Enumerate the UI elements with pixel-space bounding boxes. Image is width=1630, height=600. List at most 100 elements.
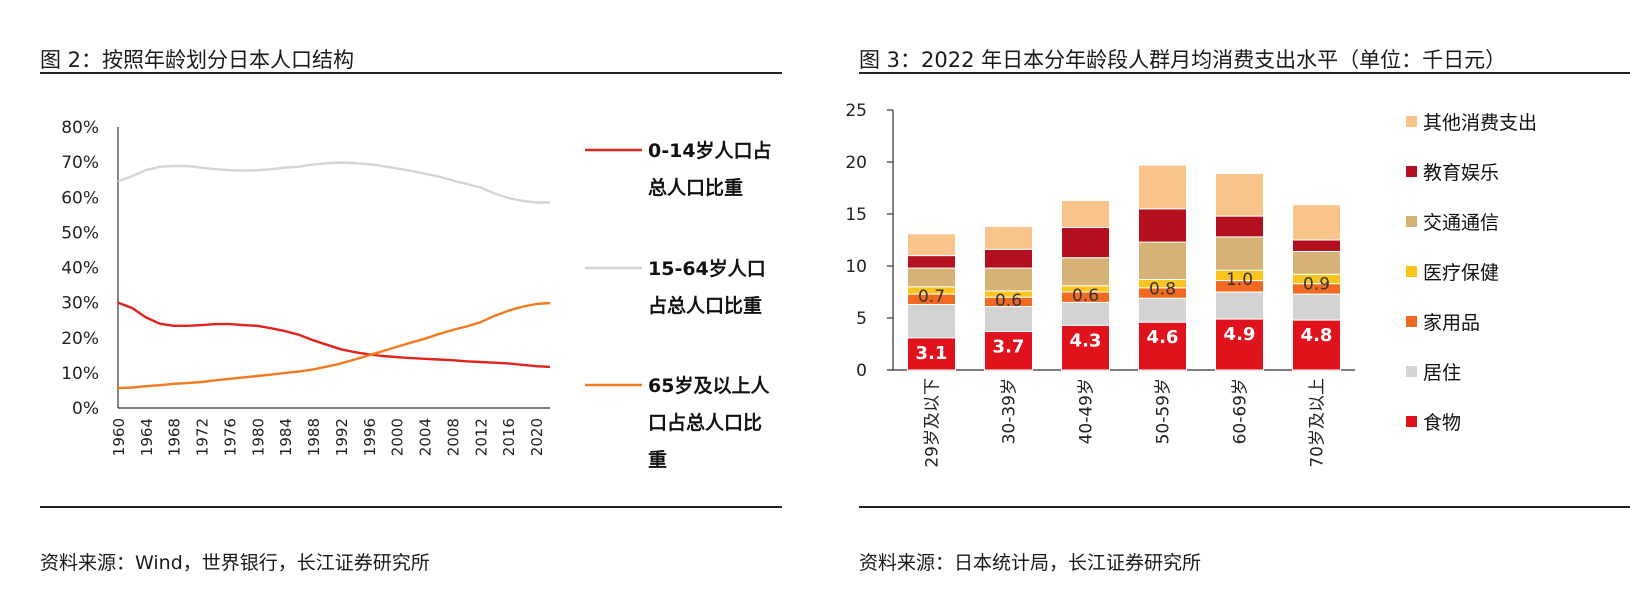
series-line-1	[117, 301, 551, 369]
legend-swatch	[1406, 116, 1417, 127]
figure-3-title: 图 3：2022 年日本分年龄段人群月均消费支出水平（单位：千日元）	[859, 48, 1507, 72]
bar-segment-1	[1138, 321, 1187, 371]
legend-label: 其他消费支出	[1423, 112, 1537, 134]
y-tick-label: 50%	[61, 223, 99, 243]
x-tick-label: 1972	[194, 418, 212, 456]
y-tick-label: 5	[856, 309, 867, 329]
data-label: 3.1	[916, 343, 948, 364]
x-tick-label: 1996	[361, 418, 379, 456]
x-tick-label: 2012	[472, 418, 490, 456]
y-tick-label: 20	[845, 153, 867, 173]
x-category-label: 70岁及以上	[1308, 378, 1328, 468]
consumption-stacked-bar-chart: 0 5 10 15 20 25 3.1 0.7 29岁及以下 3.7 0.6 30-39岁 4.3 0.6…	[845, 101, 1537, 468]
bar-segment-2	[907, 303, 956, 339]
data-label: 4.9	[1224, 324, 1256, 345]
bar-segment-7	[1061, 199, 1110, 229]
population-structure-line-chart: 0% 10% 20% 30% 40% 50% 60% 70% 80% 1960 1964 1968 19…	[61, 118, 772, 471]
bar-segment-6	[1292, 239, 1341, 252]
bar-segment-2	[1292, 293, 1341, 321]
legend-swatch	[1406, 416, 1417, 427]
legend-label: 教育娱乐	[1423, 162, 1499, 184]
legend-label-3: 65岁及以上人	[648, 374, 770, 397]
bar-segment-5	[907, 267, 956, 288]
bar-segment-2	[1215, 291, 1264, 320]
legend-swatch	[1406, 316, 1417, 327]
x-tick-label: 1960	[110, 418, 128, 456]
legend-label: 医疗保健	[1423, 262, 1499, 284]
data-label: 0.8	[1149, 280, 1176, 300]
x-tick-label: 1988	[305, 418, 323, 456]
bar-segment-5	[1292, 250, 1341, 275]
data-label: 0.9	[1303, 274, 1330, 294]
bar-segment-7	[1292, 204, 1341, 241]
figure-3-bottom-rule	[859, 506, 1630, 508]
bar-segment-5	[1138, 241, 1187, 281]
bar-segment-6	[1061, 227, 1110, 259]
data-label: 3.7	[993, 337, 1025, 358]
x-tick-label: 1980	[249, 418, 267, 456]
y-tick-label: 80%	[61, 118, 99, 138]
bar-segment-1	[1292, 319, 1341, 371]
legend-label: 交通通信	[1423, 212, 1499, 234]
y-tick-label: 0	[856, 361, 867, 381]
bar-segment-7	[1138, 164, 1187, 210]
x-category-label: 29岁及以下	[923, 378, 943, 468]
bar-segment-1	[907, 337, 956, 371]
legend-swatch	[1406, 366, 1417, 377]
y-tick-label: 20%	[61, 329, 99, 349]
x-tick-label: 2004	[417, 418, 435, 456]
data-label: 4.3	[1070, 330, 1102, 351]
x-category-label: 50-59岁	[1154, 378, 1174, 444]
legend-label-3: 口占总人口比	[648, 411, 762, 434]
bar-segment-6	[907, 255, 956, 269]
series-line-2	[117, 161, 550, 204]
y-tick-label: 15	[845, 205, 867, 225]
figure-3-source: 资料来源：日本统计局，长江证券研究所	[859, 552, 1202, 574]
bar-segment-7	[1215, 172, 1264, 217]
data-label: 1.0	[1226, 270, 1253, 290]
legend-swatch	[1406, 216, 1417, 227]
bar-segment-2	[1138, 297, 1187, 323]
legend-label: 居住	[1423, 362, 1461, 384]
bar-segment-1	[1215, 318, 1264, 371]
figure-3-panel: 图 3：2022 年日本分年龄段人群月均消费支出水平（单位：千日元） 0 5 10 1…	[815, 0, 1630, 600]
bar-segment-2	[984, 306, 1033, 333]
bar-segment-5	[984, 267, 1033, 292]
figure-2-top-rule	[40, 72, 782, 74]
bar-segment-1	[1061, 324, 1110, 371]
bar-segment-7	[984, 225, 1033, 250]
legend-label-1: 0-14岁人口占	[648, 139, 772, 162]
bar-segment-6	[984, 248, 1033, 269]
y-tick-label: 10	[845, 257, 867, 277]
data-label: 4.8	[1301, 325, 1333, 346]
bar-segment-5	[1061, 257, 1110, 287]
x-category-label: 60-69岁	[1231, 378, 1251, 444]
y-tick-label: 25	[845, 101, 867, 121]
y-tick-label: 10%	[61, 364, 99, 384]
figure-2-panel: 图 2：按照年龄划分日本人口结构 0% 10% 20% 30% 40% 50% 60% 70%…	[40, 48, 782, 574]
data-label: 0.7	[918, 287, 945, 307]
legend-label: 家用品	[1423, 312, 1480, 334]
x-tick-label: 2020	[528, 418, 546, 456]
data-label: 0.6	[1072, 286, 1099, 306]
figure-2-title: 图 2：按照年龄划分日本人口结构	[40, 48, 355, 72]
data-label: 4.6	[1147, 327, 1179, 348]
legend-swatch	[1406, 166, 1417, 177]
y-tick-label: 30%	[61, 294, 99, 314]
x-tick-label: 2016	[500, 418, 518, 456]
figure-3-top-rule	[859, 72, 1630, 74]
legend-label-3: 重	[648, 449, 667, 471]
legend-label-2: 15-64岁人口	[648, 257, 766, 280]
bar-segment-6	[1215, 215, 1264, 238]
legend-label-1: 总人口比重	[648, 176, 743, 199]
x-tick-label: 2000	[389, 418, 407, 456]
x-tick-label: 1968	[166, 418, 184, 456]
x-category-label: 30-39岁	[1000, 378, 1020, 444]
data-label: 0.6	[995, 291, 1022, 311]
x-tick-label: 1984	[277, 418, 295, 456]
x-tick-label: 1964	[138, 418, 156, 456]
legend-label-2: 占总人口比重	[648, 294, 762, 317]
x-category-label: 40-49岁	[1077, 378, 1097, 444]
x-tick-label: 2008	[444, 418, 462, 456]
legend-swatch	[1406, 266, 1417, 277]
